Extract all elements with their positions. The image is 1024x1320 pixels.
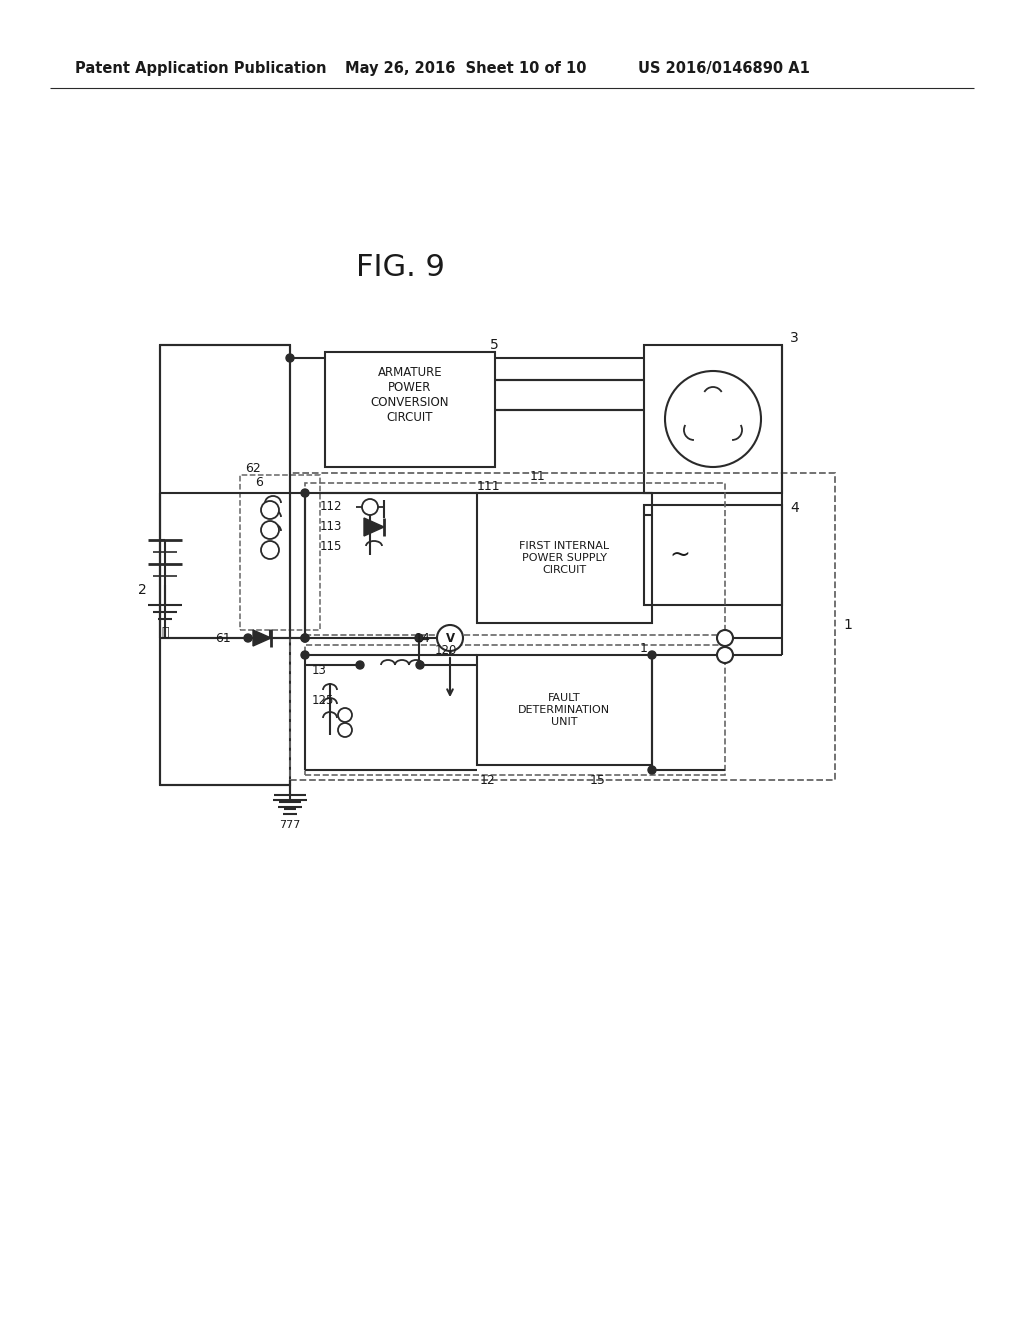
Circle shape bbox=[301, 651, 309, 659]
Text: 111: 111 bbox=[477, 479, 501, 492]
Circle shape bbox=[356, 661, 364, 669]
Bar bbox=[290, 473, 835, 780]
Circle shape bbox=[717, 630, 733, 645]
Text: 125: 125 bbox=[312, 693, 335, 706]
Circle shape bbox=[302, 635, 308, 642]
Text: ARMATURE
POWER
CONVERSION
CIRCUIT: ARMATURE POWER CONVERSION CIRCUIT bbox=[371, 366, 450, 424]
Circle shape bbox=[338, 708, 352, 722]
Polygon shape bbox=[253, 630, 271, 645]
Bar bbox=[325, 352, 495, 467]
Text: 112: 112 bbox=[319, 500, 342, 513]
Bar bbox=[305, 483, 725, 635]
Bar bbox=[644, 506, 782, 605]
Circle shape bbox=[286, 354, 294, 362]
Text: FIRST INTERNAL
POWER SUPPLY
CIRCUIT: FIRST INTERNAL POWER SUPPLY CIRCUIT bbox=[519, 541, 609, 574]
Circle shape bbox=[416, 661, 424, 669]
Circle shape bbox=[648, 651, 656, 659]
Bar bbox=[240, 475, 319, 630]
Text: 777: 777 bbox=[280, 820, 301, 830]
Bar bbox=[477, 492, 652, 623]
Text: 61: 61 bbox=[215, 631, 230, 644]
Text: 4: 4 bbox=[790, 502, 799, 515]
Text: 1: 1 bbox=[843, 618, 852, 632]
Text: May 26, 2016  Sheet 10 of 10: May 26, 2016 Sheet 10 of 10 bbox=[345, 61, 587, 75]
Text: 12: 12 bbox=[480, 774, 496, 787]
Circle shape bbox=[648, 766, 656, 774]
Circle shape bbox=[437, 624, 463, 651]
Circle shape bbox=[244, 634, 252, 642]
Circle shape bbox=[415, 634, 423, 642]
Text: 62: 62 bbox=[245, 462, 261, 474]
Circle shape bbox=[717, 647, 733, 663]
Circle shape bbox=[362, 499, 378, 515]
Text: 2: 2 bbox=[138, 583, 146, 597]
Text: Patent Application Publication: Patent Application Publication bbox=[75, 61, 327, 75]
Text: 113: 113 bbox=[319, 520, 342, 533]
Text: V: V bbox=[445, 631, 455, 644]
Circle shape bbox=[261, 502, 279, 519]
Text: 15: 15 bbox=[590, 774, 606, 787]
Circle shape bbox=[338, 723, 352, 737]
Text: 睿: 睿 bbox=[161, 626, 169, 639]
Text: 115: 115 bbox=[319, 540, 342, 553]
Text: 11: 11 bbox=[530, 470, 546, 483]
Circle shape bbox=[261, 521, 279, 539]
Circle shape bbox=[301, 634, 309, 642]
Circle shape bbox=[301, 634, 309, 642]
Text: 13: 13 bbox=[312, 664, 327, 676]
Text: US 2016/0146890 A1: US 2016/0146890 A1 bbox=[638, 61, 810, 75]
Text: 6: 6 bbox=[255, 475, 263, 488]
Circle shape bbox=[261, 541, 279, 558]
Bar bbox=[160, 345, 290, 785]
Polygon shape bbox=[364, 517, 384, 536]
Text: 14: 14 bbox=[415, 631, 431, 644]
Circle shape bbox=[301, 488, 309, 498]
Text: 1: 1 bbox=[640, 642, 648, 655]
Bar bbox=[305, 645, 725, 775]
Text: 5: 5 bbox=[490, 338, 499, 352]
Bar bbox=[477, 655, 652, 766]
Bar bbox=[644, 345, 782, 492]
Text: 120: 120 bbox=[435, 644, 458, 656]
Text: FAULT
DETERMINATION
UNIT: FAULT DETERMINATION UNIT bbox=[518, 693, 610, 726]
Circle shape bbox=[665, 371, 761, 467]
Text: ~: ~ bbox=[670, 543, 690, 568]
Text: FIG. 9: FIG. 9 bbox=[355, 253, 444, 282]
Text: 3: 3 bbox=[790, 331, 799, 345]
